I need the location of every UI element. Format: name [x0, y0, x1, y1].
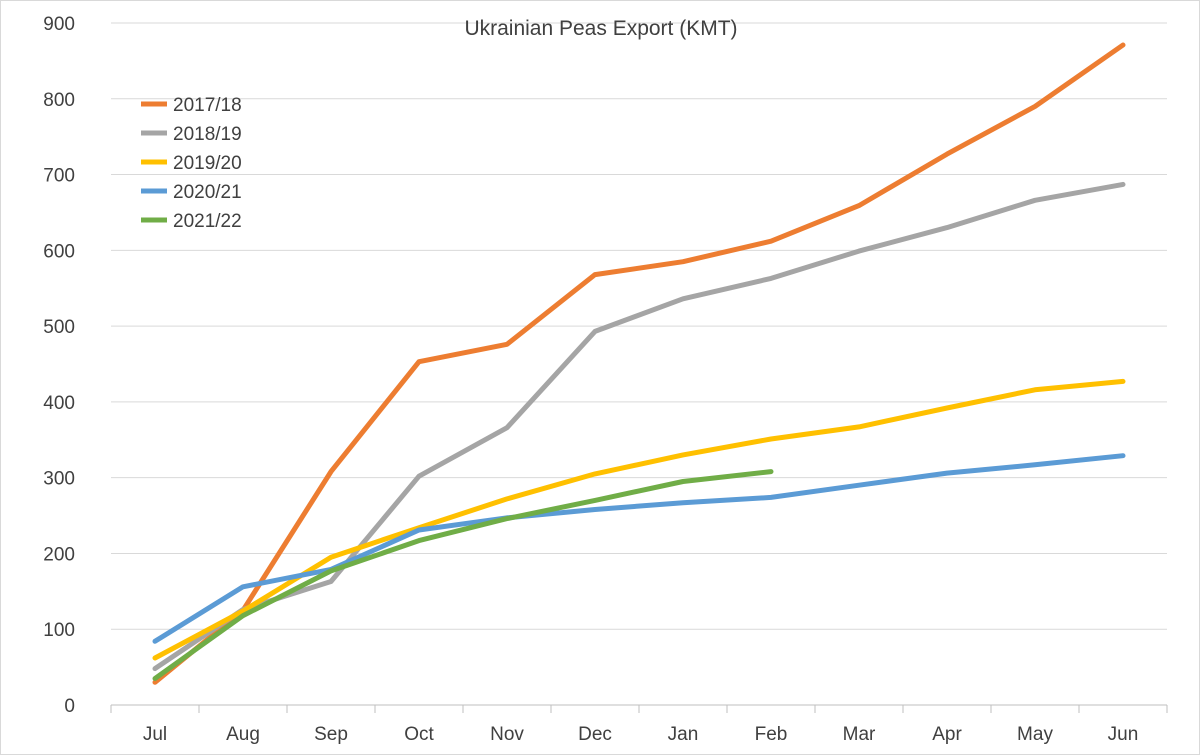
y-tick-label: 400 [43, 393, 75, 414]
y-tick-label: 600 [43, 241, 75, 262]
series-line-2018-19 [152, 181, 1126, 672]
x-tick-label: Jan [668, 724, 699, 745]
legend-label: 2019/20 [173, 153, 242, 174]
chart-title: Ukrainian Peas Export (KMT) [464, 17, 737, 40]
x-tick-label: Aug [226, 724, 260, 745]
x-tick-label: Nov [490, 724, 524, 745]
legend-label: 2018/19 [173, 124, 242, 145]
x-tick-label: May [1017, 724, 1053, 745]
y-tick-label: 0 [64, 696, 75, 717]
series-line-2020-21 [152, 453, 1126, 644]
x-tick-label: Mar [843, 724, 876, 745]
x-tick-label: Jun [1108, 724, 1139, 745]
y-tick-label: 700 [43, 166, 75, 187]
series-line-2021-22 [152, 469, 774, 681]
y-tick-label: 200 [43, 544, 75, 565]
x-tick-label: Oct [404, 724, 434, 745]
series-line-2017-18 [152, 42, 1126, 685]
legend-label: 2020/21 [173, 182, 242, 203]
series-line-2019-20 [152, 378, 1126, 661]
x-tick-label: Feb [755, 724, 788, 745]
y-tick-label: 900 [43, 14, 75, 35]
y-tick-label: 800 [43, 90, 75, 111]
x-tick-label: Dec [578, 724, 612, 745]
legend-label: 2017/18 [173, 95, 242, 116]
x-tick-label: Apr [932, 724, 962, 745]
axes: 0 100 200 300 400 500 600 700 800 900 Jul Aug Sep Oct… [43, 14, 1168, 745]
y-tick-label: 300 [43, 469, 75, 490]
series-lines [152, 42, 1126, 685]
gridlines [111, 22, 1167, 630]
y-tick-label: 100 [43, 620, 75, 641]
x-tick-label: Sep [314, 724, 348, 745]
legend: 2017/18 2018/19 2019/20 2020/21 2021/22 [141, 95, 242, 232]
legend-label: 2021/22 [173, 211, 242, 232]
x-tick-label: Jul [143, 724, 167, 745]
y-tick-label: 500 [43, 317, 75, 338]
